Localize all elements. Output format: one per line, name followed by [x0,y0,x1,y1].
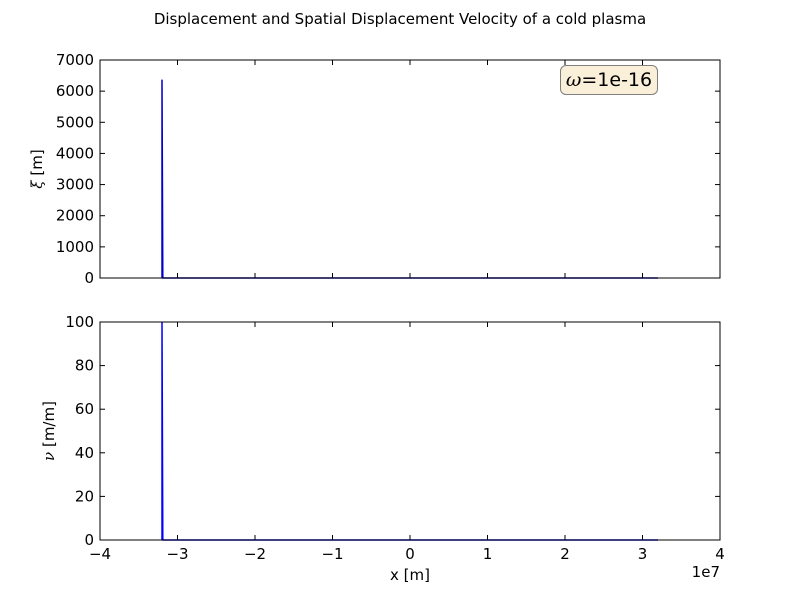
x-tick-label: 1 [483,545,493,563]
plot-area [100,322,720,540]
y-tick-label: 100 [65,313,94,331]
y-tick-label: 4000 [56,144,94,162]
y-tick-label: 20 [75,487,94,505]
x-tick-label: 0 [405,545,415,563]
x-tick-label: 4 [715,545,725,563]
axes-frame [99,321,721,541]
y-axis-label: ν [m/m] [40,401,58,461]
y-tick-label: 2000 [56,207,94,225]
x-tick-label: −2 [244,545,266,563]
x-tick-label: −1 [321,545,343,563]
y-axis-label: ξ [m] [28,149,46,188]
x-offset-text: 1e7 [692,563,720,581]
omega-annotation: ω=1e-16 [560,65,658,95]
y-tick-label: 0 [84,269,94,287]
x-axis-label: x [m] [390,566,430,584]
y-ticks: 0 20 40 60 80 100 [65,313,720,549]
y-tick-label: 7000 [56,51,94,69]
figure-title: Displacement and Spatial Displacement Ve… [154,10,646,28]
y-tick-label: 1000 [56,238,94,256]
y-tick-label: 80 [75,357,94,375]
axes-frame [99,59,721,279]
x-tick-label: 3 [638,545,648,563]
y-ticks: 0 1000 2000 3000 4000 5000 6000 7000 [56,51,720,287]
y-tick-label: 6000 [56,82,94,100]
x-tick-label: 2 [560,545,570,563]
plot-area [100,60,720,278]
x-tick-label: −3 [166,545,188,563]
y-tick-label: 3000 [56,176,94,194]
x-ticks: −4 −3 −2 −1 0 1 2 3 4 [89,322,725,563]
y-tick-label: 40 [75,444,94,462]
y-tick-label: 5000 [56,113,94,131]
displacement-plot: 0 1000 2000 3000 4000 5000 6000 7000 ξ [m] [28,51,721,287]
y-tick-label: 60 [75,400,94,418]
velocity-plot: 0 20 40 60 80 100 −4 −3 −2 −1 0 1 2 3 4 ν [m/m] x [m]… [40,313,725,584]
y-tick-label: 0 [84,531,94,549]
x-tick-label: −4 [89,545,111,563]
